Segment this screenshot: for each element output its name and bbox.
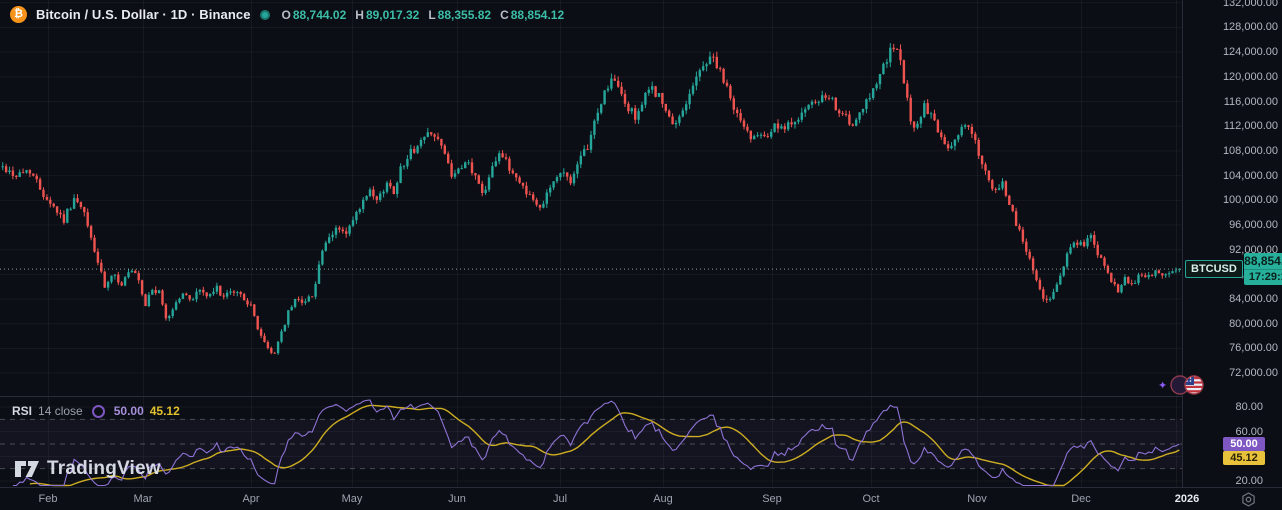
tradingview-logo-icon <box>15 461 39 477</box>
month-label: Jun <box>448 493 466 505</box>
price-tick-label: 72,000.00 <box>1229 367 1278 380</box>
price-tick-label: 112,000.00 <box>1223 120 1278 133</box>
ohlc-readout: O 88,744.02 H 89,017.32 L 88,355.82 C 88,854… <box>282 8 565 22</box>
last-price-value: 88,854.12 <box>1244 254 1282 269</box>
bitcoin-icon: ₿ <box>10 6 27 23</box>
price-tick-label: 128,000.00 <box>1222 21 1278 34</box>
price-tick-label: 92,000.00 <box>1229 243 1278 256</box>
rsi-ma-current-value: 45.12 <box>149 404 180 418</box>
month-label: Aug <box>653 493 673 505</box>
rsi-line <box>12 399 1180 487</box>
rsi-tick-label: 60.00 <box>1235 425 1263 438</box>
rsi-indicator-params: 14 close <box>38 404 83 418</box>
sparkle-icon: ✦ <box>1158 379 1168 392</box>
bar-countdown: 17:29:12 <box>1243 269 1282 285</box>
month-label: May <box>341 493 363 505</box>
price-tick-label: 96,000.00 <box>1229 219 1278 231</box>
event-flags <box>1170 375 1204 395</box>
month-label: Oct <box>862 493 880 505</box>
rsi-tick-label: 20.00 <box>1235 475 1263 487</box>
down-candle-wicks <box>5 43 1163 355</box>
rsi-tick-label: 80.00 <box>1235 401 1263 413</box>
time-axis[interactable]: 2026 Feb Mar Apr May Jun Jul Aug Sep Oct Nov Dec <box>0 487 1282 510</box>
month-label: Jul <box>552 493 568 505</box>
year-label: 2026 <box>1174 493 1200 505</box>
close-value: C 88,854.12 <box>500 7 565 22</box>
last-price-badge: BTCUSD 88,854.12 17:29:12 <box>1185 253 1282 286</box>
candlestick-chart[interactable] <box>0 0 1182 487</box>
rsi-ma-value-badge: 45.12 <box>1223 451 1265 465</box>
price-tick-label: 100,000.00 <box>1222 194 1278 207</box>
timezone-settings-icon[interactable] <box>1240 491 1257 508</box>
up-candle-wicks <box>2 43 1180 355</box>
rsi-indicator-icon <box>91 404 105 418</box>
price-tick-label: 84,000.00 <box>1229 293 1278 306</box>
symbol-header: ₿ Bitcoin / U.S. Dollar · 1D · Binance O… <box>10 6 564 23</box>
price-tick-label: 124,000.00 <box>1222 46 1278 59</box>
month-label: Sep <box>762 493 782 505</box>
symbol-chip: BTCUSD <box>1185 260 1243 279</box>
price-tick-label: 80,000.00 <box>1229 317 1278 330</box>
month-label: Feb <box>38 493 58 505</box>
tradingview-logo-text: TradingView <box>47 458 161 479</box>
tradingview-logo[interactable]: TradingView <box>14 458 161 480</box>
price-tick-label: 108,000.00 <box>1222 144 1278 157</box>
us-flag-icon <box>1185 376 1204 394</box>
price-tick-label: 104,000.00 <box>1222 169 1278 182</box>
open-value: O 88,744.02 <box>281 7 347 22</box>
grid-lines <box>0 0 1182 487</box>
low-value: L 88,355.82 <box>428 7 492 22</box>
symbol-title[interactable]: Bitcoin / U.S. Dollar · 1D · Binance <box>36 7 251 22</box>
price-countdown-chip: 88,854.12 17:29:12 <box>1243 253 1282 286</box>
rsi-indicator-header[interactable]: RSI 14 close 50.00 45.12 <box>12 404 180 418</box>
month-label: Nov <box>967 493 987 505</box>
price-tick-label: 116,000.00 <box>1223 95 1278 108</box>
month-label: Dec <box>1071 493 1091 505</box>
price-tick-label: 132,000.00 <box>1222 0 1278 9</box>
economic-event-icons[interactable]: ✦ <box>1158 374 1208 396</box>
month-label: Mar <box>133 493 153 505</box>
price-tick-label: 76,000.00 <box>1229 342 1278 355</box>
market-status-icon[interactable] <box>259 9 270 20</box>
high-value: H 89,017.32 <box>355 7 420 22</box>
rsi-value-badge: 50.00 <box>1223 437 1265 451</box>
price-axis[interactable]: BTCUSD 88,854.12 17:29:12 50.00 45.12 13… <box>1182 0 1282 487</box>
price-tick-label: 120,000.00 <box>1222 70 1278 83</box>
rsi-ma-line <box>29 404 1180 487</box>
month-label: Apr <box>242 493 260 505</box>
rsi-indicator-name: RSI <box>12 404 33 418</box>
rsi-current-value: 50.00 <box>113 404 144 418</box>
